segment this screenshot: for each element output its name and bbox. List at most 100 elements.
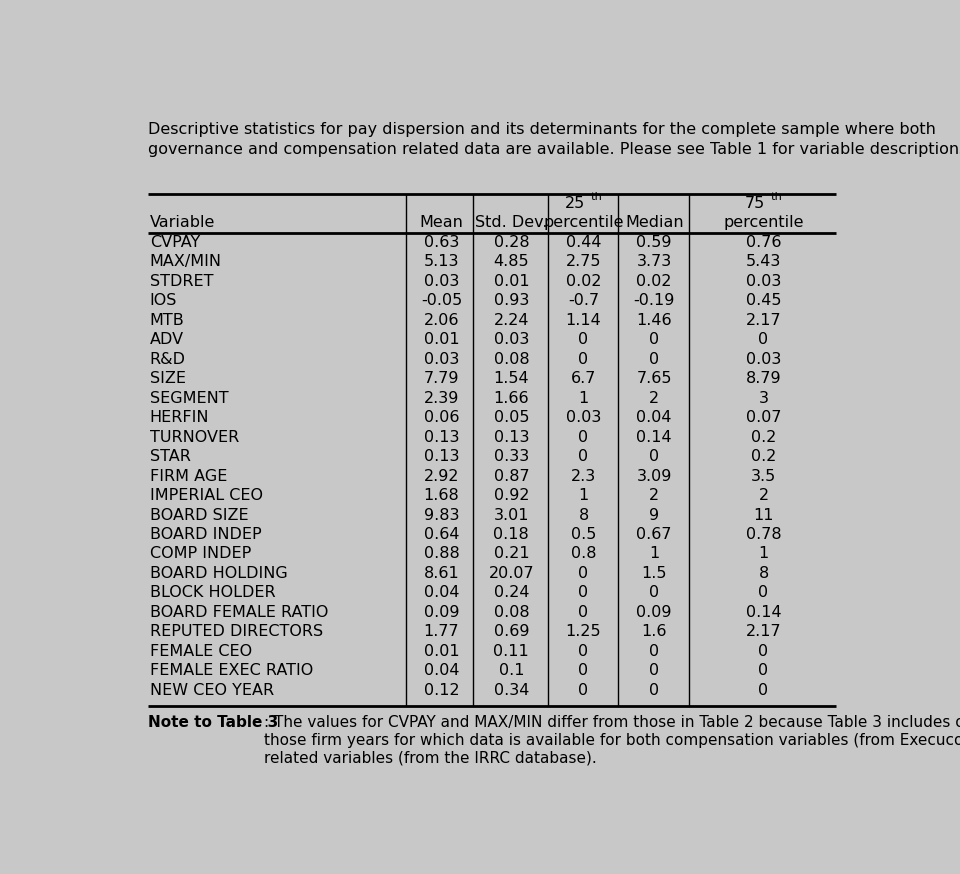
Text: Variable: Variable: [150, 215, 215, 231]
Text: percentile: percentile: [723, 215, 804, 231]
Text: 0: 0: [649, 644, 660, 659]
Text: Note to Table 3: Note to Table 3: [148, 715, 278, 731]
Text: BLOCK HOLDER: BLOCK HOLDER: [150, 586, 276, 600]
Text: 75: 75: [745, 196, 765, 211]
Text: 0: 0: [758, 586, 769, 600]
Text: STAR: STAR: [150, 449, 191, 464]
Text: 3.73: 3.73: [636, 254, 672, 269]
Text: 0.93: 0.93: [493, 294, 529, 309]
Text: 7.65: 7.65: [636, 371, 672, 386]
Text: 9: 9: [649, 508, 660, 523]
Text: 2.06: 2.06: [423, 313, 459, 328]
Text: 0.33: 0.33: [493, 449, 529, 464]
Text: 0.03: 0.03: [746, 274, 781, 288]
Text: 0.03: 0.03: [423, 274, 459, 288]
Text: R&D: R&D: [150, 351, 185, 367]
Text: 3: 3: [758, 391, 769, 406]
Text: th: th: [591, 192, 603, 203]
Text: 0: 0: [649, 586, 660, 600]
Text: Descriptive statistics for pay dispersion and its determinants for the complete : Descriptive statistics for pay dispersio…: [148, 121, 936, 136]
Text: 1.77: 1.77: [423, 624, 459, 640]
Text: 0: 0: [758, 644, 769, 659]
Text: 3.5: 3.5: [751, 468, 777, 483]
Text: 2: 2: [649, 391, 660, 406]
Text: FEMALE CEO: FEMALE CEO: [150, 644, 252, 659]
Text: 8: 8: [578, 508, 588, 523]
Text: 0.04: 0.04: [423, 663, 459, 678]
Text: 1.46: 1.46: [636, 313, 672, 328]
Text: 1.25: 1.25: [565, 624, 601, 640]
Text: -0.05: -0.05: [420, 294, 462, 309]
Text: 3.01: 3.01: [493, 508, 529, 523]
Text: 0.69: 0.69: [493, 624, 529, 640]
Text: MTB: MTB: [150, 313, 184, 328]
Text: 0.76: 0.76: [746, 235, 781, 250]
Text: NEW CEO YEAR: NEW CEO YEAR: [150, 683, 274, 697]
Text: 0: 0: [758, 663, 769, 678]
Text: 0: 0: [649, 332, 660, 347]
Text: : The values for CVPAY and MAX/MIN differ from those in Table 2 because Table 3 : : The values for CVPAY and MAX/MIN diffe…: [264, 715, 960, 765]
Text: 0: 0: [579, 430, 588, 445]
Text: 2.3: 2.3: [571, 468, 596, 483]
Text: 1.54: 1.54: [493, 371, 529, 386]
Text: 2: 2: [649, 488, 660, 503]
Text: 0: 0: [579, 351, 588, 367]
Text: Median: Median: [625, 215, 684, 231]
Text: 0.67: 0.67: [636, 527, 672, 542]
Text: 0: 0: [579, 644, 588, 659]
Text: 0.18: 0.18: [493, 527, 529, 542]
Text: 0.09: 0.09: [423, 605, 459, 620]
Text: CVPAY: CVPAY: [150, 235, 200, 250]
Text: 8.79: 8.79: [746, 371, 781, 386]
Text: 0.06: 0.06: [423, 410, 459, 425]
Text: 0.21: 0.21: [493, 546, 529, 561]
Text: 0.34: 0.34: [493, 683, 529, 697]
Text: 2.24: 2.24: [493, 313, 529, 328]
Text: governance and compensation related data are available. Please see Table 1 for v: governance and compensation related data…: [148, 142, 960, 157]
Text: 25: 25: [564, 196, 585, 211]
Text: 0: 0: [579, 605, 588, 620]
Text: 11: 11: [754, 508, 774, 523]
Text: 1.68: 1.68: [423, 488, 459, 503]
Text: 5.43: 5.43: [746, 254, 781, 269]
Text: ADV: ADV: [150, 332, 184, 347]
Text: 0.04: 0.04: [423, 586, 459, 600]
Text: 1: 1: [649, 546, 660, 561]
Text: FIRM AGE: FIRM AGE: [150, 468, 228, 483]
Text: 0.92: 0.92: [493, 488, 529, 503]
Text: 0.24: 0.24: [493, 586, 529, 600]
Text: 1.14: 1.14: [565, 313, 601, 328]
Text: 0.13: 0.13: [423, 449, 459, 464]
Text: 0: 0: [579, 566, 588, 581]
Text: percentile: percentile: [543, 215, 624, 231]
Text: 0.13: 0.13: [423, 430, 459, 445]
Text: 2: 2: [758, 488, 769, 503]
Text: 5.13: 5.13: [423, 254, 459, 269]
Text: 0: 0: [649, 449, 660, 464]
Text: 4.85: 4.85: [493, 254, 529, 269]
Text: 0.11: 0.11: [493, 644, 529, 659]
Text: BOARD HOLDING: BOARD HOLDING: [150, 566, 287, 581]
Text: FEMALE EXEC RATIO: FEMALE EXEC RATIO: [150, 663, 313, 678]
Text: -0.7: -0.7: [568, 294, 599, 309]
Text: 0.03: 0.03: [493, 332, 529, 347]
Text: SEGMENT: SEGMENT: [150, 391, 228, 406]
Text: 0.08: 0.08: [493, 351, 529, 367]
Text: 0: 0: [649, 663, 660, 678]
Text: 1.6: 1.6: [641, 624, 667, 640]
Text: 0.03: 0.03: [746, 351, 781, 367]
Text: 0: 0: [758, 683, 769, 697]
Text: 0: 0: [649, 351, 660, 367]
Text: 0.03: 0.03: [423, 351, 459, 367]
Text: 0.04: 0.04: [636, 410, 672, 425]
Text: 2.75: 2.75: [565, 254, 601, 269]
Text: 0.01: 0.01: [493, 274, 529, 288]
Text: Std. Dev.: Std. Dev.: [475, 215, 547, 231]
Text: 1.66: 1.66: [493, 391, 529, 406]
Text: 2.17: 2.17: [746, 624, 781, 640]
Text: TURNOVER: TURNOVER: [150, 430, 239, 445]
Text: 0.78: 0.78: [746, 527, 781, 542]
Text: 0.14: 0.14: [636, 430, 672, 445]
Text: 0: 0: [649, 683, 660, 697]
Text: 0.28: 0.28: [493, 235, 529, 250]
